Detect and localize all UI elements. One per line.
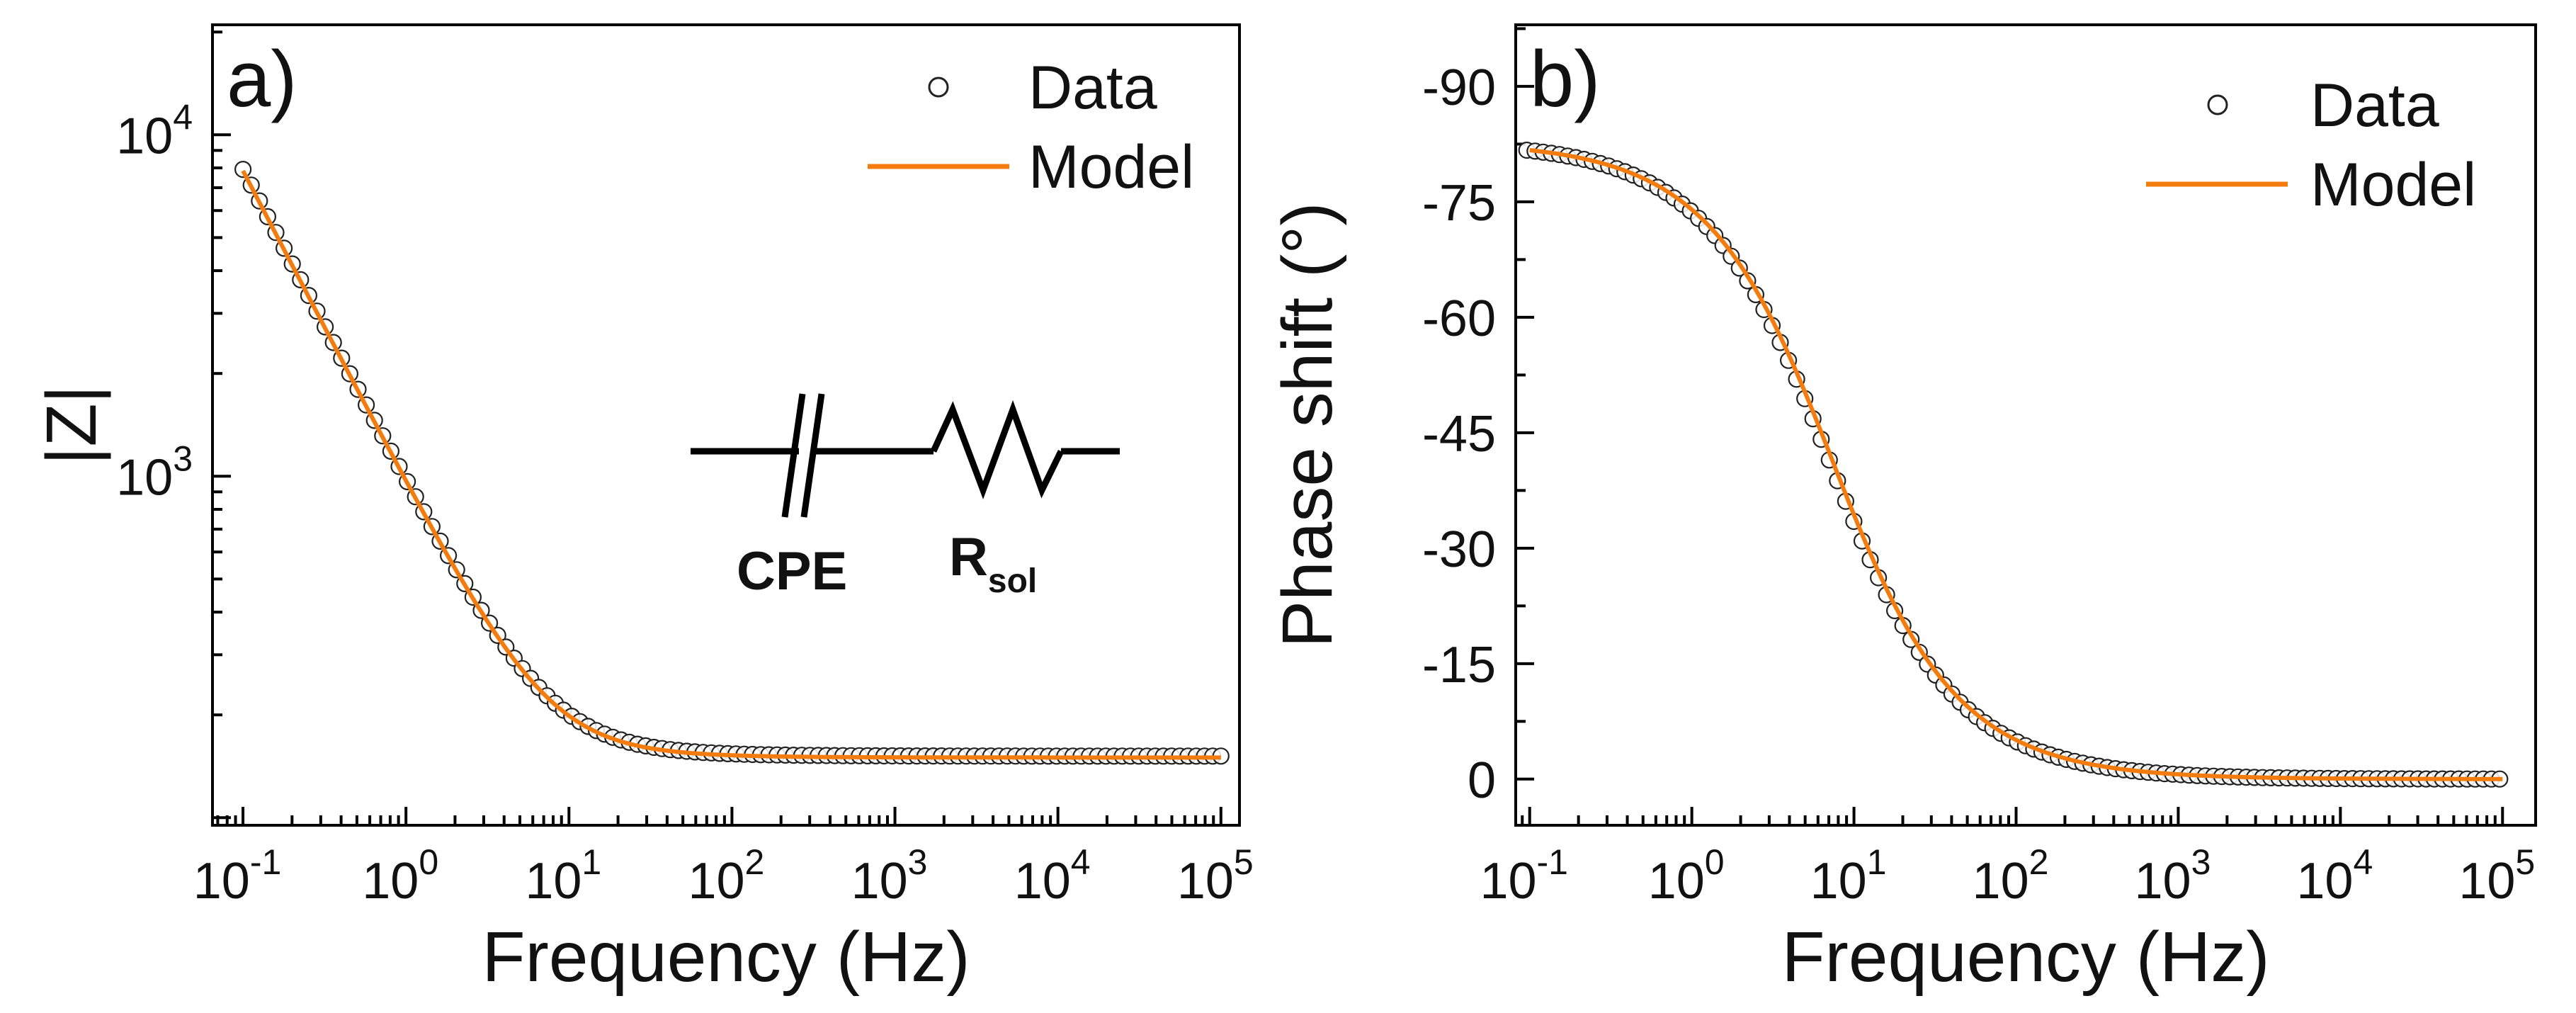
panel-a-legend-data-marker: [928, 77, 949, 98]
x-tick-label-base: 10: [193, 853, 250, 910]
x-tick-label: 104: [2296, 842, 2373, 910]
panel-b-legend-data-label: Data: [2310, 72, 2439, 140]
x-tick-label-exponent: 1: [581, 842, 601, 882]
x-tick-label-exponent: 0: [419, 842, 438, 882]
x-tick-label-base: 10: [1177, 853, 1234, 910]
y-tick-label: 0: [1468, 752, 1496, 809]
x-tick-label-exponent: -1: [250, 842, 281, 882]
panel-a-y-axis-title: |Z|: [32, 385, 111, 465]
cpe-plate-left: [781, 393, 806, 518]
panel-a-plot-frame: [211, 23, 1241, 827]
x-tick-label-exponent: 5: [2515, 842, 2535, 882]
x-tick-label: 102: [688, 842, 764, 910]
y-tick-label-exponent: 3: [173, 438, 193, 478]
x-tick-label-exponent: 5: [1234, 842, 1254, 882]
equivalent-circuit-diagram: [691, 393, 1120, 518]
panel-a-legend-data-label: Data: [1028, 54, 1157, 122]
y-tick-label: -15: [1422, 637, 1496, 694]
x-tick-label-base: 10: [525, 853, 581, 910]
resistor-label: Rsol: [949, 527, 1037, 600]
x-tick-label: 101: [1810, 842, 1887, 910]
x-tick-label-exponent: 4: [1071, 842, 1091, 882]
x-tick-label-base: 10: [2296, 853, 2353, 910]
panel-b-label: b): [1530, 35, 1601, 123]
resistor-label-subscript: sol: [988, 562, 1037, 600]
x-tick-label: 103: [851, 842, 928, 910]
y-tick-label: 104: [116, 97, 193, 164]
x-tick-label: 100: [362, 842, 438, 910]
x-tick-label: 103: [2134, 842, 2211, 910]
x-tick-label: 10-1: [193, 842, 282, 910]
x-tick-label-base: 10: [1810, 853, 1867, 910]
x-tick-label-base: 10: [851, 853, 908, 910]
y-tick-label: -60: [1422, 290, 1496, 347]
panel-b-x-axis-title: Frequency (Hz): [1781, 917, 2269, 997]
resistor-zigzag: [930, 400, 1065, 499]
panel-b-ticks: 10-1 100 101 102 103 104 105-90-75-60-45-30-15…: [1422, 27, 2535, 910]
panel-a-model-line: [241, 169, 1221, 760]
panel-a-label: a): [227, 35, 297, 123]
y-tick-label: -90: [1422, 60, 1496, 116]
x-tick-label-base: 10: [1014, 853, 1071, 910]
panel-b-data-series: [1518, 141, 2509, 788]
data-point: [234, 161, 252, 179]
panel-b-y-axis-title: Phase shift (°): [1268, 202, 1347, 647]
y-tick-label: -75: [1422, 175, 1496, 232]
panel-b-model-line: [1529, 148, 2503, 781]
x-tick-label-base: 10: [1973, 853, 2029, 910]
x-tick-label-base: 10: [2458, 853, 2515, 910]
panel-a-legend: Data Model: [868, 54, 1194, 201]
x-tick-label-exponent: 2: [2029, 842, 2049, 882]
panel-b-legend-data-marker: [2207, 94, 2228, 115]
x-tick-label-base: 10: [1480, 853, 1536, 910]
x-tick-label: 105: [2458, 842, 2535, 910]
panel-b-legend: Data Model: [2146, 72, 2476, 219]
x-tick-label: 104: [1014, 842, 1091, 910]
x-tick-label-exponent: 2: [745, 842, 765, 882]
x-tick-label: 100: [1648, 842, 1725, 910]
panel-a-data-series: [234, 161, 1230, 765]
panel-a-legend-model-label: Model: [1028, 133, 1194, 201]
y-tick-label-base: 10: [116, 449, 173, 506]
panel-b-plot-frame: [1514, 23, 2537, 827]
x-tick-label: 10-1: [1480, 842, 1568, 910]
panel-a-x-axis-title: Frequency (Hz): [482, 917, 970, 997]
x-tick-label-exponent: 1: [1867, 842, 1887, 882]
y-tick-label: -45: [1422, 406, 1496, 463]
x-tick-label-base: 10: [1648, 853, 1705, 910]
x-tick-label-exponent: 0: [1705, 842, 1725, 882]
y-tick-label-exponent: 4: [173, 97, 193, 137]
x-tick-label: 101: [525, 842, 601, 910]
x-tick-label-exponent: 3: [2191, 842, 2211, 882]
x-tick-label-exponent: -1: [1537, 842, 1568, 882]
x-tick-label-base: 10: [688, 853, 744, 910]
resistor-label-main: R: [949, 527, 988, 587]
x-tick-label: 102: [1973, 842, 2049, 910]
x-tick-label-exponent: 3: [908, 842, 928, 882]
cpe-plate-right: [800, 393, 825, 518]
x-tick-label-exponent: 4: [2353, 842, 2373, 882]
y-tick-label: 103: [116, 438, 193, 506]
y-tick-label: -30: [1422, 521, 1496, 578]
y-tick-label-base: 10: [116, 108, 173, 164]
panel-b-phase-shift: b) 10-1 100 101 102 103 104 105-90-75-60-45-30…: [1268, 23, 2537, 997]
x-tick-label: 105: [1177, 842, 1254, 910]
x-tick-label-base: 10: [362, 853, 419, 910]
panel-b-legend-model-label: Model: [2310, 151, 2476, 219]
cpe-label: CPE: [737, 541, 847, 601]
x-tick-label-base: 10: [2134, 853, 2191, 910]
